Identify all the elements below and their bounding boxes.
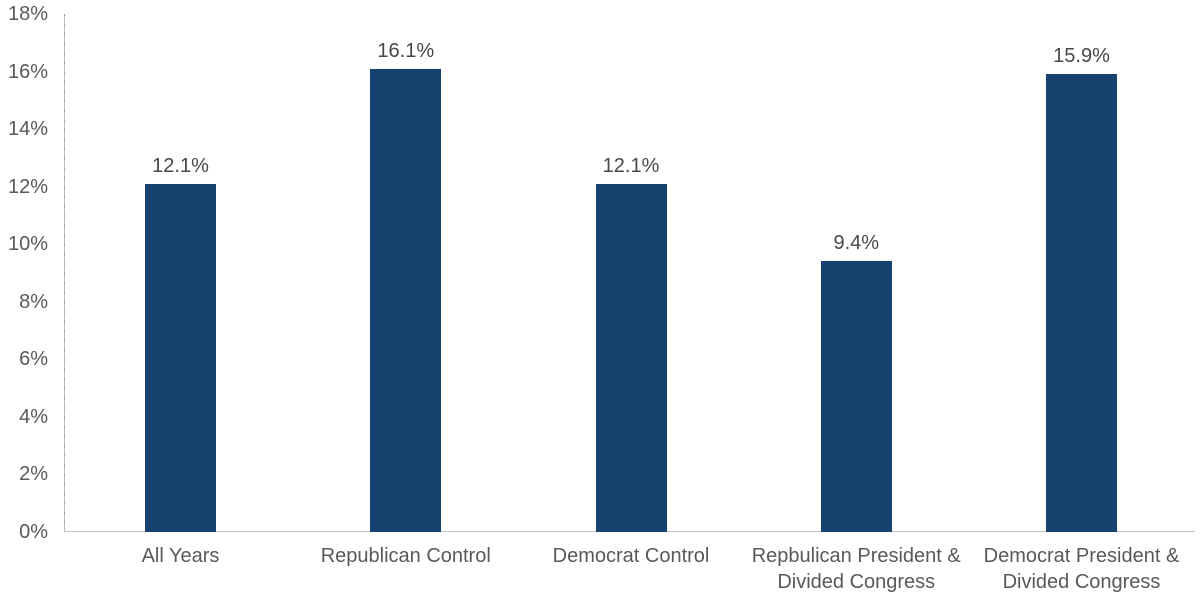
bar-value-label: 9.4%	[833, 232, 880, 255]
y-tick-label: 10%	[7, 233, 48, 255]
bar	[370, 68, 442, 532]
bar-value-label: 15.9%	[1053, 45, 1110, 68]
bar	[595, 183, 667, 532]
bar-value-label: 16.1%	[377, 39, 435, 62]
category-label: Republican Control	[320, 545, 491, 567]
y-tick-label: 0%	[19, 520, 48, 543]
y-axis-line	[63, 13, 65, 532]
y-tick-label: 14%	[7, 118, 48, 140]
y-tick-label: 12%	[7, 175, 48, 198]
bar-value-label: 12.1%	[152, 154, 209, 177]
y-tick-label: 18%	[7, 3, 48, 25]
bar	[820, 261, 892, 532]
category-label: Democrat President & Divided Congress	[983, 545, 1180, 593]
y-tick-label: 8%	[19, 290, 48, 313]
y-tick-label: 2%	[19, 463, 48, 485]
bar	[1046, 74, 1117, 532]
bar-value-label: 12.1%	[602, 154, 660, 177]
y-tick-label: 16%	[7, 60, 48, 83]
category-label: Repbulican President & Divided Congress	[751, 545, 961, 593]
bar	[145, 183, 216, 532]
y-tick-label: 4%	[19, 405, 48, 428]
category-label: Democrat Control	[552, 545, 710, 567]
category-label: All Years	[141, 545, 220, 567]
y-tick-label: 6%	[19, 348, 48, 370]
